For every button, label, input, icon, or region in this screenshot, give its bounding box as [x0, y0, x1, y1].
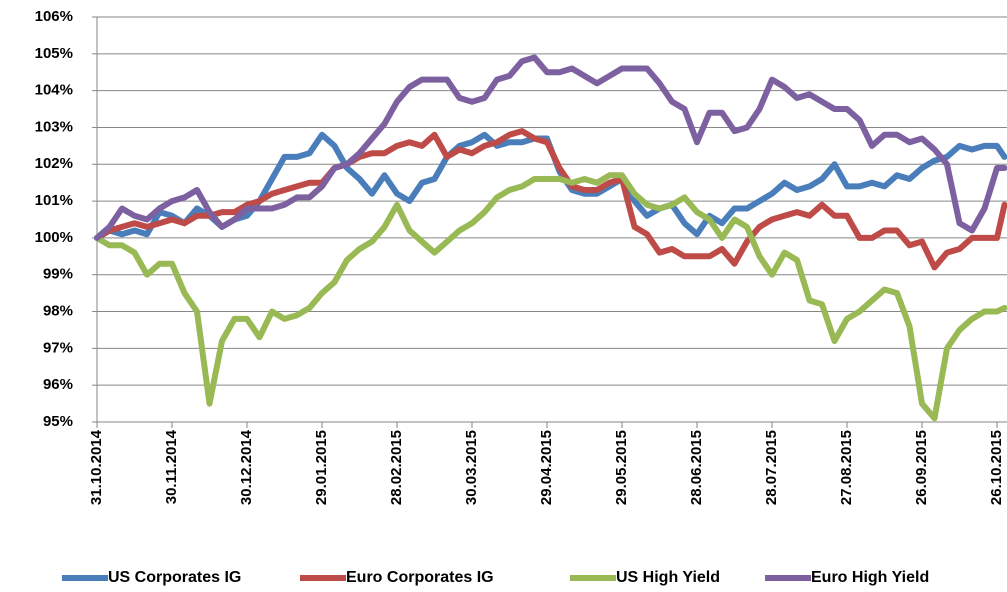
legend-label: Euro High Yield: [811, 569, 929, 586]
x-tick-label: 27.08.2015: [838, 430, 855, 505]
x-tick-label: 28.06.2015: [688, 430, 705, 505]
x-tick-label: 28.02.2015: [388, 430, 405, 505]
y-tick-label: 104%: [35, 82, 73, 99]
x-tick-label: 30.11.2014: [163, 429, 180, 504]
legend-label: Euro Corporates IG: [346, 569, 494, 586]
x-tick-label: 30.03.2015: [463, 430, 480, 505]
y-tick-label: 99%: [43, 266, 73, 283]
y-tick-label: 106%: [35, 8, 73, 25]
y-tick-label: 98%: [43, 303, 73, 320]
x-tick-label: 26.10.2015: [988, 430, 1005, 505]
series-line: [94, 172, 1007, 422]
series-line: [94, 128, 1007, 271]
x-tick-label: 28.07.2015: [763, 430, 780, 505]
y-tick-label: 103%: [35, 118, 73, 135]
series-line: [94, 54, 1007, 241]
y-tick-label: 95%: [43, 413, 73, 430]
x-tick-label: 26.09.2015: [913, 430, 930, 505]
y-tick-label: 97%: [43, 339, 73, 356]
y-tick-label: 100%: [35, 229, 73, 246]
x-tick-label: 29.04.2015: [538, 430, 555, 505]
y-tick-label: 102%: [35, 155, 73, 172]
x-tick-label: 31.10.2014: [88, 429, 105, 505]
x-tick-label: 29.01.2015: [313, 430, 330, 505]
y-tick-label: 96%: [43, 376, 73, 393]
x-tick-label: 30.12.2014: [238, 429, 255, 505]
legend-label: US Corporates IG: [108, 569, 241, 586]
y-tick-label: 101%: [35, 192, 73, 209]
y-tick-label: 105%: [35, 45, 73, 62]
legend-label: US High Yield: [616, 569, 720, 586]
x-tick-label: 29.05.2015: [613, 430, 630, 505]
